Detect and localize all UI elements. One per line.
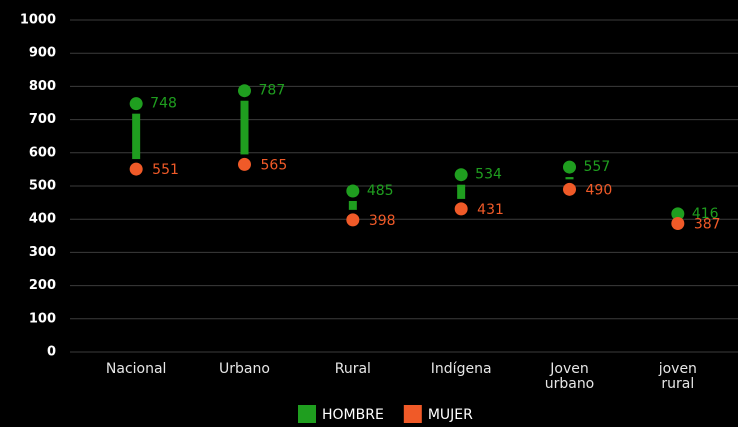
mujer-value-label: 490 xyxy=(586,182,613,198)
hombre-dot xyxy=(563,160,576,174)
y-tick-label: 0 xyxy=(47,345,56,360)
hombre-dot xyxy=(346,184,360,198)
legend-label: HOMBRE xyxy=(322,407,384,423)
connector xyxy=(457,184,466,199)
mujer-dot xyxy=(454,202,468,216)
y-tick-label: 700 xyxy=(29,112,56,127)
y-tick-label: 500 xyxy=(29,179,56,194)
y-tick-label: 400 xyxy=(29,212,56,227)
mujer-dot xyxy=(346,213,360,227)
mujer-dot xyxy=(671,217,685,231)
legend-swatch xyxy=(403,405,422,423)
mujer-value-label: 565 xyxy=(261,157,288,173)
hombre-value-label: 557 xyxy=(584,159,611,175)
connector xyxy=(565,177,574,180)
hombre-dot xyxy=(671,207,685,221)
hombre-value-label: 485 xyxy=(367,183,394,199)
y-tick-label: 600 xyxy=(29,145,56,160)
y-tick-label: 300 xyxy=(29,245,56,260)
y-tick-label: 1000 xyxy=(20,13,56,28)
mujer-dot xyxy=(129,162,143,176)
x-tick-label: Rural xyxy=(335,361,371,377)
mujer-value-label: 431 xyxy=(477,202,504,218)
hombre-dot xyxy=(238,84,251,98)
x-tick-label: Joven urbano xyxy=(545,361,595,392)
y-tick-label: 100 xyxy=(29,311,56,326)
x-tick-label: Indígena xyxy=(431,361,492,377)
connector xyxy=(132,113,141,160)
hombre-dot xyxy=(454,168,468,182)
hombre-value-label: 534 xyxy=(475,167,502,183)
hombre-value-label: 787 xyxy=(259,83,286,99)
y-tick-label: 900 xyxy=(29,46,56,61)
mujer-value-label: 551 xyxy=(152,162,179,178)
hombre-dot xyxy=(129,97,143,111)
hombre-value-label: 748 xyxy=(150,96,177,112)
x-tick-label: Urbano xyxy=(219,361,270,377)
y-tick-label: 200 xyxy=(29,278,56,293)
mujer-value-label: 398 xyxy=(369,213,396,229)
legend-label: MUJER xyxy=(428,407,473,423)
y-tick-label: 800 xyxy=(29,79,56,94)
x-tick-label: Nacional xyxy=(106,361,167,377)
mujer-dot xyxy=(563,182,576,196)
mujer-dot xyxy=(238,157,251,171)
hombre-value-label: 416 xyxy=(692,206,719,222)
x-tick-label: joven rural xyxy=(658,361,697,392)
connector xyxy=(240,100,249,155)
legend-swatch xyxy=(298,405,316,423)
connector xyxy=(348,200,357,210)
mujer-value-label: 387 xyxy=(694,217,721,233)
